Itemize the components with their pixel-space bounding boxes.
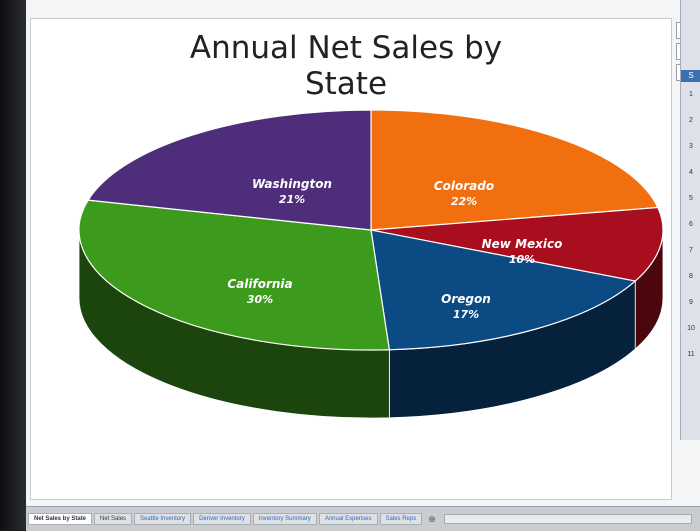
slice-value-label: 22% <box>451 195 477 208</box>
slice-label: Oregon <box>441 292 491 306</box>
pie-slice[interactable] <box>78 199 391 351</box>
sheet-tab-bar: Net Sales by State Net Sales Seattle Inven… <box>26 506 700 531</box>
sheet-tab[interactable]: Inventory Summary <box>252 513 317 525</box>
side-row-number: 4 <box>689 169 693 176</box>
pie-slice[interactable] <box>370 206 664 282</box>
worksheet: Annual Net Sales by State Colorado 22% New… <box>26 0 700 506</box>
sheet-tabs: Net Sales by State Net Sales Seattle Inven… <box>26 513 423 525</box>
slice-label: Washington <box>252 177 332 191</box>
slice-value-label: 17% <box>453 308 479 321</box>
monitor-bezel <box>0 0 26 530</box>
pie-chart[interactable]: Colorado 22% New Mexico 10% Oregon 17% Califor… <box>30 18 670 498</box>
sheet-tab[interactable]: Sales Reps <box>379 513 423 525</box>
side-row-number: 11 <box>687 351 695 358</box>
side-row-number: 5 <box>689 195 693 202</box>
side-row-list: 1 2 3 4 5 6 7 8 9 10 11 <box>681 82 700 368</box>
side-row-number: 1 <box>689 91 693 98</box>
side-row-number: 9 <box>689 299 693 306</box>
side-row-number: 10 <box>687 325 695 332</box>
side-row-number: 8 <box>689 273 693 280</box>
pie-slice[interactable] <box>87 109 372 231</box>
side-row-number: 6 <box>689 221 693 228</box>
side-row-number: 2 <box>689 117 693 124</box>
pie-slice[interactable] <box>370 229 637 351</box>
side-row-number: 3 <box>689 143 693 150</box>
sheet-tab[interactable]: Denver Inventory <box>193 513 251 525</box>
slice-label: California <box>227 277 292 291</box>
slice-value-label: 10% <box>509 253 535 266</box>
side-panel: S 1 2 3 4 5 6 7 8 9 10 11 <box>680 0 700 440</box>
sheet-tab[interactable]: Seattle Inventory <box>134 513 192 525</box>
slice-value-label: 21% <box>279 193 305 206</box>
slice-value-label: 30% <box>247 293 273 306</box>
sheet-tab[interactable]: Net Sales <box>94 513 133 525</box>
sheet-tab[interactable]: Annual Expenses <box>318 513 378 525</box>
slice-label: Colorado <box>434 179 494 193</box>
pie-slice[interactable] <box>370 109 659 231</box>
side-panel-header: S <box>681 70 700 82</box>
horizontal-scrollbar[interactable] <box>443 514 692 524</box>
side-row-number: 7 <box>689 247 693 254</box>
slice-label: New Mexico <box>482 237 563 251</box>
sheet-tab[interactable]: Net Sales by State <box>28 513 93 525</box>
add-sheet-icon[interactable]: ⊕ <box>428 513 436 524</box>
chart-title: Annual Net Sales by State <box>189 30 503 102</box>
